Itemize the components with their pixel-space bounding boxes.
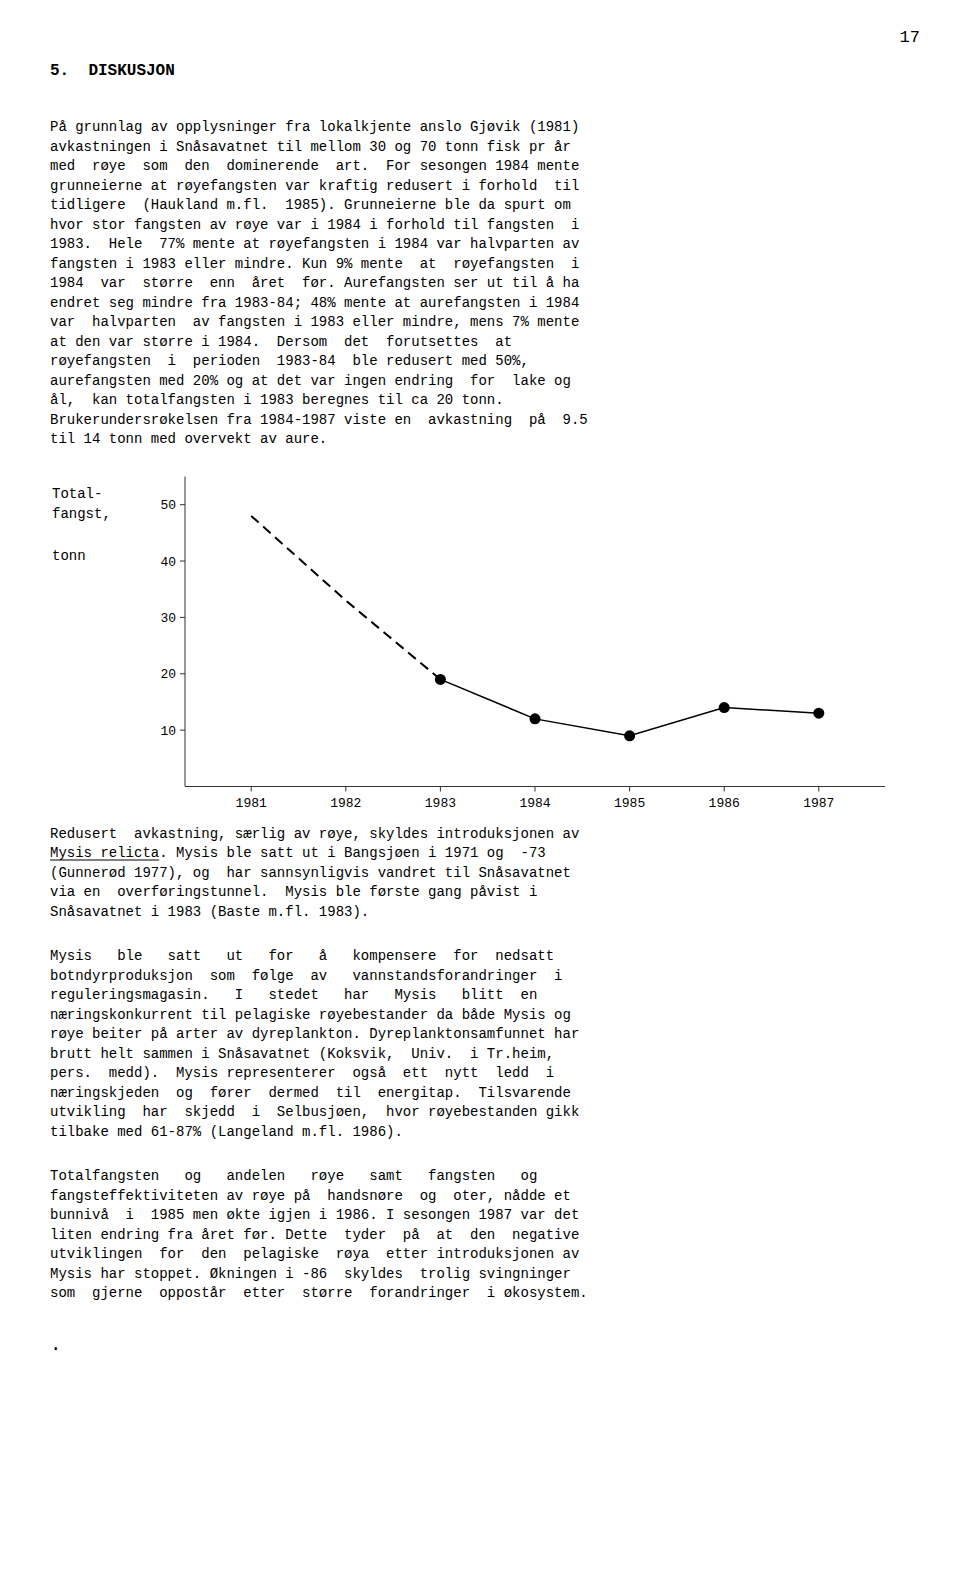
page: 17 5. DISKUSJON På grunnlag av opplysninge… <box>0 0 960 1572</box>
x-tick <box>818 787 819 792</box>
text-line: som gjerne oppostår etter større forandr… <box>50 1285 588 1301</box>
series-line <box>440 679 818 735</box>
text-line: pers. medd). Mysis representerer også et… <box>50 1065 554 1081</box>
x-tick <box>345 787 346 792</box>
text-line: utviklingen for den pelagiske røya etter… <box>50 1246 579 1262</box>
text-line: røyefangsten i perioden 1983-84 ble redu… <box>50 353 529 369</box>
x-tick-label: 1984 <box>519 796 550 811</box>
page-number: 17 <box>900 28 920 47</box>
section-title: 5. DISKUSJON <box>50 62 175 80</box>
y-tick <box>180 673 185 674</box>
text-line: liten endring fra året før. Dette tyder … <box>50 1227 579 1243</box>
paragraph: Totalfangsten og andelen røye samt fangs… <box>50 1168 588 1301</box>
point <box>624 730 635 741</box>
text-line: Redusert avkastning, særlig av røye, sky… <box>50 826 579 842</box>
point <box>435 674 446 685</box>
text-line: var halvparten av fangsten i 1983 eller … <box>50 314 579 330</box>
point <box>719 702 730 713</box>
axis-label: tonn <box>52 548 86 564</box>
text-line: tilbake med 61-87% (Langeland m.fl. 1986… <box>50 1124 403 1140</box>
point <box>813 708 824 719</box>
x-tick <box>724 787 725 792</box>
text-line: Snåsavatnet i 1983 (Baste m.fl. 1983). <box>50 904 369 920</box>
point <box>530 713 541 724</box>
paragraph: Redusert avkastning, særlig av røye, sky… <box>50 826 579 920</box>
text-line: ål, kan totalfangsten i 1983 beregnes ti… <box>50 392 504 408</box>
axis-label: fangst, <box>52 506 111 522</box>
y-tick-label: 50 <box>160 498 176 513</box>
text-line: 1983. Hele 77% mente at røyefangsten i 1… <box>50 236 579 252</box>
y-axis <box>185 477 186 787</box>
x-tick <box>440 787 441 792</box>
text-line: at den var større i 1984. Dersom det for… <box>50 334 512 350</box>
y-tick <box>180 504 185 505</box>
x-tick-label: 1981 <box>236 796 267 811</box>
text-line: avkastningen i Snåsavatnet til mellom 30… <box>50 139 571 155</box>
text-line: brutt helt sammen i Snåsavatnet (Koksvik… <box>50 1046 554 1062</box>
text-line: endret seg mindre fra 1983-84; 48% mente… <box>50 295 579 311</box>
text-line: På grunnlag av opplysninger fra lokalkje… <box>50 119 579 135</box>
paragraph: På grunnlag av opplysninger fra lokalkje… <box>50 119 588 447</box>
text-line: næringskjeden og fører dermed til energi… <box>50 1085 571 1101</box>
y-tick <box>180 561 185 562</box>
x-tick <box>535 787 536 792</box>
text-line: til 14 tonn med overvekt av aure. <box>50 431 327 447</box>
y-tick-label: 10 <box>160 724 176 739</box>
text-line: Mysis har stoppet. Økningen i -86 skylde… <box>50 1266 571 1282</box>
paragraph: Mysis ble satt ut for å kompensere for n… <box>50 948 579 1140</box>
text-line: bunnivå i 1985 men økte igjen i 1986. I … <box>50 1207 579 1223</box>
x-tick-label: 1987 <box>803 796 834 811</box>
series-line <box>251 516 440 679</box>
text-line: aurefangsten med 20% og at det var ingen… <box>50 373 571 389</box>
x-tick <box>629 787 630 792</box>
text-line: Mysis relicta. Mysis ble satt ut i Bangs… <box>50 845 546 861</box>
text-line: 1984 var større enn året før. Aurefangst… <box>50 275 579 291</box>
text-line: tidligere (Haukland m.fl. 1985). Grunnei… <box>50 197 571 213</box>
x-tick <box>251 787 252 792</box>
end-mark: . <box>50 1334 61 1356</box>
chart: Total-fangst, tonn 10 20 30 40 50 1981 1982 1983 1… <box>52 477 885 811</box>
text-line: botndyrproduksjon som følge av vannstand… <box>50 968 562 984</box>
x-tick-label: 1986 <box>709 796 740 811</box>
y-tick <box>180 730 185 731</box>
text-line: næringskonkurrent til pelagiske røyebest… <box>50 1007 571 1023</box>
x-tick-label: 1985 <box>614 796 645 811</box>
axis-label: Total- <box>52 486 102 502</box>
text-line: røye beiter på arter av dyreplankton. Dy… <box>50 1026 579 1042</box>
x-tick-label: 1982 <box>330 796 361 811</box>
text-line: fangsten i 1983 eller mindre. Kun 9% men… <box>50 256 579 272</box>
x-tick-label: 1983 <box>425 796 456 811</box>
text-line: reguleringsmagasin. I stedet har Mysis b… <box>50 987 537 1003</box>
text-line: via en overføringstunnel. Mysis ble førs… <box>50 884 537 900</box>
text-line: hvor stor fangsten av røye var i 1984 i … <box>50 217 579 233</box>
text-line: Brukerundersrøkelsen fra 1984-1987 viste… <box>50 412 588 428</box>
text-line: grunneierne at røyefangsten var kraftig … <box>50 178 579 194</box>
plot-area <box>251 516 824 741</box>
text-line: Mysis ble satt ut for å kompensere for n… <box>50 948 554 964</box>
text-line: (Gunnerød 1977), og har sannsynligvis va… <box>50 865 571 881</box>
text-line: Totalfangsten og andelen røye samt fangs… <box>50 1168 537 1184</box>
text-line: med røye som den dominerende art. For se… <box>50 158 579 174</box>
underline <box>50 860 159 861</box>
y-tick-label: 30 <box>160 611 176 626</box>
text-line: utvikling har skjedd i Selbusjøen, hvor … <box>50 1104 579 1120</box>
text-line: fangsteffektiviteten av røye på handsnør… <box>50 1188 571 1204</box>
y-tick-label: 40 <box>160 555 176 570</box>
y-tick-label: 20 <box>160 667 176 682</box>
y-tick <box>180 617 185 618</box>
